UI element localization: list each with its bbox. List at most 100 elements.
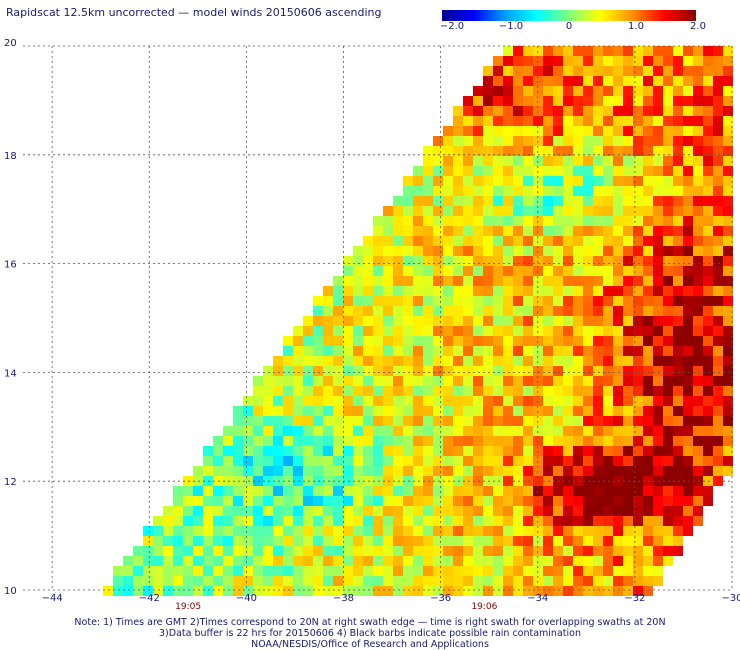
- data-cell: [543, 586, 553, 596]
- data-cell: [283, 376, 293, 386]
- data-cell: [493, 366, 503, 376]
- data-cell: [553, 136, 563, 146]
- data-cell: [693, 376, 703, 386]
- data-cell: [273, 406, 283, 416]
- data-cell: [723, 226, 733, 236]
- data-cell: [723, 426, 733, 436]
- data-cell: [353, 346, 363, 356]
- data-cell: [643, 76, 653, 86]
- data-cell: [353, 456, 363, 466]
- data-cell: [613, 166, 623, 176]
- data-cell: [363, 466, 373, 476]
- data-cell: [543, 376, 553, 386]
- data-cell: [393, 386, 403, 396]
- data-cell: [393, 346, 403, 356]
- data-cell: [443, 346, 453, 356]
- data-cell: [653, 166, 663, 176]
- data-cell: [313, 486, 323, 496]
- data-cell: [623, 356, 633, 366]
- data-cell: [573, 236, 583, 246]
- data-cell: [713, 456, 723, 466]
- data-cell: [463, 316, 473, 326]
- data-cell: [603, 246, 613, 256]
- data-cell: [613, 296, 623, 306]
- data-cell: [553, 356, 563, 366]
- data-cell: [293, 556, 303, 566]
- data-cell: [363, 486, 373, 496]
- data-cell: [583, 526, 593, 536]
- lon-tick-label: −36: [430, 593, 451, 604]
- data-cell: [553, 446, 563, 456]
- data-cell: [663, 286, 673, 296]
- data-cell: [343, 256, 353, 266]
- data-cell: [603, 406, 613, 416]
- data-cell: [563, 106, 573, 116]
- data-cell: [643, 356, 653, 366]
- data-cell: [583, 466, 593, 476]
- data-cell: [253, 426, 263, 436]
- data-cell: [613, 326, 623, 336]
- data-cell: [613, 436, 623, 446]
- data-cell: [503, 326, 513, 336]
- data-cell: [203, 586, 213, 596]
- data-cell: [503, 126, 513, 136]
- data-cell: [563, 316, 573, 326]
- data-cell: [703, 406, 713, 416]
- data-cell: [453, 166, 463, 176]
- data-cell: [293, 436, 303, 446]
- data-cell: [293, 356, 303, 366]
- data-cell: [423, 216, 433, 226]
- data-cell: [443, 166, 453, 176]
- data-cell: [633, 416, 643, 426]
- data-cell: [203, 546, 213, 556]
- data-cell: [673, 96, 683, 106]
- lat-tick-label: 18: [4, 151, 17, 162]
- data-cell: [463, 386, 473, 396]
- data-cell: [433, 326, 443, 336]
- data-cell: [333, 406, 343, 416]
- data-cell: [323, 306, 333, 316]
- data-cell: [303, 326, 313, 336]
- data-cell: [653, 556, 663, 566]
- data-cell: [633, 426, 643, 436]
- data-cell: [343, 536, 353, 546]
- data-cell: [693, 496, 703, 506]
- data-cell: [373, 256, 383, 266]
- data-cell: [593, 546, 603, 556]
- data-cell: [623, 256, 633, 266]
- data-cell: [283, 456, 293, 466]
- data-cell: [423, 196, 433, 206]
- data-cell: [463, 346, 473, 356]
- data-cell: [373, 446, 383, 456]
- lon-tick-label: −34: [527, 593, 548, 604]
- data-cell: [243, 496, 253, 506]
- lat-tick-label: 14: [4, 368, 17, 379]
- data-cell: [553, 116, 563, 126]
- data-cell: [263, 416, 273, 426]
- data-cell: [463, 356, 473, 366]
- lat-tick-label: 10: [4, 586, 17, 597]
- data-cell: [353, 516, 363, 526]
- data-cell: [553, 86, 563, 96]
- data-cell: [323, 486, 333, 496]
- data-cell: [433, 466, 443, 476]
- data-cell: [703, 206, 713, 216]
- data-cell: [593, 276, 603, 286]
- data-cell: [333, 456, 343, 466]
- data-cell: [443, 146, 453, 156]
- data-cell: [723, 56, 733, 66]
- data-cell: [503, 66, 513, 76]
- data-cell: [583, 566, 593, 576]
- data-cell: [483, 306, 493, 316]
- data-cell: [503, 236, 513, 246]
- data-cell: [443, 546, 453, 556]
- data-cell: [493, 376, 503, 386]
- data-cell: [653, 286, 663, 296]
- data-cell: [653, 206, 663, 216]
- data-cell: [223, 446, 233, 456]
- data-cell: [663, 56, 673, 66]
- data-cell: [553, 576, 563, 586]
- data-cell: [493, 396, 503, 406]
- data-cell: [483, 216, 493, 226]
- lat-tick-label: 12: [4, 477, 17, 488]
